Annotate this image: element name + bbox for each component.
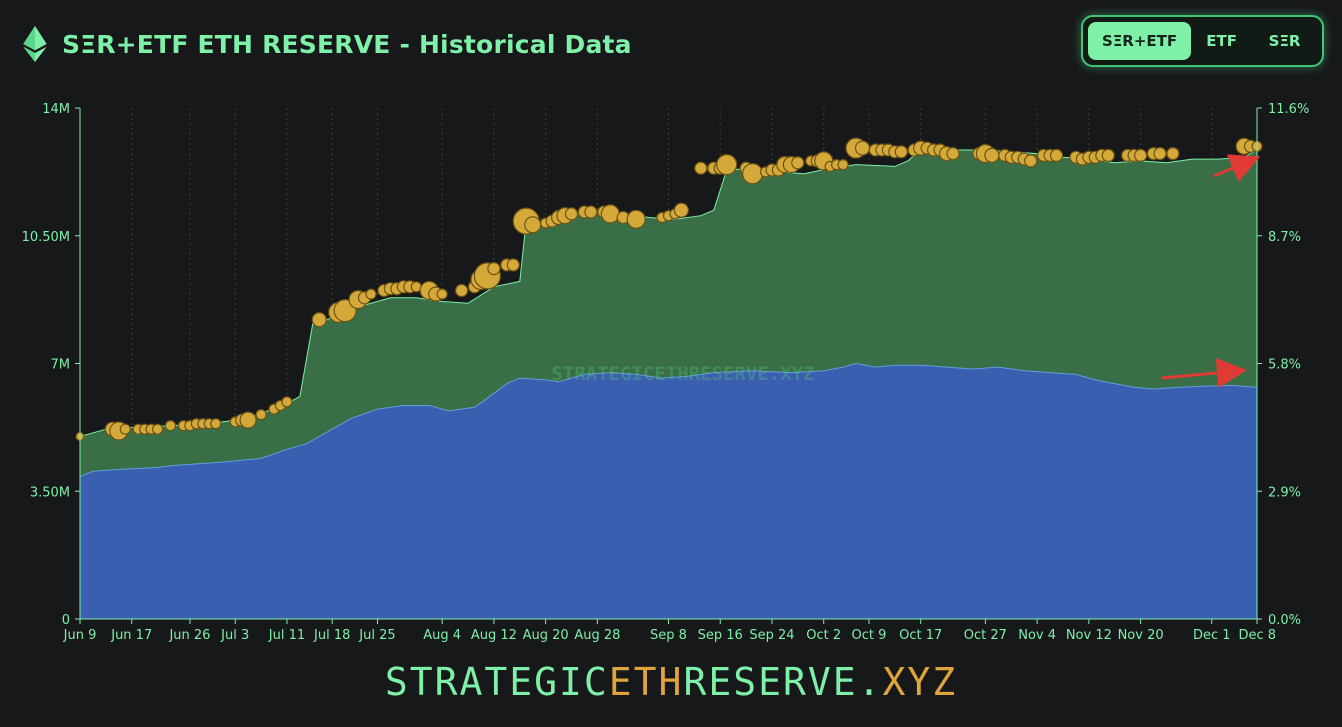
purchase-bubble[interactable]	[239, 411, 257, 429]
purchase-bubble[interactable]	[837, 159, 849, 171]
toggle-etf-button[interactable]: ETF	[1206, 32, 1238, 50]
annotation-arrow-bottom	[1161, 357, 1247, 388]
x-tick-label: Dec 1	[1193, 628, 1231, 643]
purchase-bubble[interactable]	[791, 156, 805, 170]
purchase-bubble[interactable]	[506, 258, 520, 272]
toggle-ser-etf-button[interactable]: SΞR+ETF	[1088, 22, 1192, 60]
right-y-ticks: 0.0% 2.9% 5.8% 8.7% 11.6%	[1257, 102, 1309, 628]
purchase-bubble[interactable]	[694, 161, 708, 175]
x-tick-label: Aug 12	[471, 628, 517, 643]
y-left-tick-label: 10.50M	[22, 230, 70, 245]
purchase-bubble[interactable]	[741, 163, 764, 185]
y-left-tick-label: 0	[62, 613, 70, 628]
footer-eth: ETH	[608, 660, 684, 704]
ethereum-icon	[23, 26, 47, 62]
purchase-bubble[interactable]	[210, 418, 222, 430]
x-tick-label: Jun 17	[110, 628, 152, 643]
purchase-bubble[interactable]	[626, 209, 646, 229]
x-tick-label: Oct 27	[964, 628, 1007, 643]
view-toggle: SΞR+ETF ETF SΞR	[1081, 15, 1324, 67]
purchase-bubble[interactable]	[894, 145, 908, 159]
header: SΞR+ETF ETH RESERVE - Historical Data	[22, 22, 632, 66]
purchase-bubble[interactable]	[854, 140, 871, 156]
purchase-bubble[interactable]	[1101, 148, 1115, 162]
x-tick-label: Jul 3	[220, 628, 249, 643]
left-y-ticks: 0 3.50M 7M 10.50M 14M	[22, 102, 80, 628]
purchase-bubble[interactable]	[946, 147, 960, 161]
footer-strategic: STRATEGIC	[384, 660, 609, 704]
purchase-bubble[interactable]	[564, 207, 579, 221]
purchase-bubble[interactable]	[1166, 147, 1180, 161]
x-tick-label: Oct 9	[852, 628, 887, 643]
purchase-bubble[interactable]	[716, 154, 738, 176]
purchase-bubble[interactable]	[436, 288, 448, 300]
x-tick-label: Nov 12	[1066, 628, 1112, 643]
purchase-bubble[interactable]	[1049, 148, 1064, 162]
purchase-bubble[interactable]	[365, 288, 377, 300]
x-tick-label: Aug 20	[523, 628, 569, 643]
x-tick-label: Nov 20	[1118, 628, 1164, 643]
x-tick-label: Dec 8	[1238, 628, 1276, 643]
purchase-bubble[interactable]	[584, 205, 598, 219]
x-tick-label: Jul 11	[268, 628, 305, 643]
y-right-tick-label: 8.7%	[1268, 230, 1301, 245]
y-left-tick-label: 7M	[51, 358, 71, 373]
y-right-tick-label: 0.0%	[1268, 613, 1301, 628]
x-tick-label: Jun 9	[63, 628, 97, 643]
purchase-bubble[interactable]	[311, 312, 327, 328]
purchase-bubble[interactable]	[164, 420, 177, 432]
purchase-bubble[interactable]	[1153, 147, 1167, 161]
watermark: STRATEGICETHRESERVE.XYZ	[551, 363, 814, 385]
purchase-bubble[interactable]	[600, 204, 620, 224]
x-tick-label: Nov 4	[1018, 628, 1056, 643]
x-tick-label: Aug 28	[574, 628, 620, 643]
purchase-bubble[interactable]	[984, 147, 1000, 163]
x-tick-label: Jul 18	[313, 628, 350, 643]
purchase-bubble[interactable]	[673, 202, 690, 218]
y-right-tick-label: 2.9%	[1268, 485, 1301, 500]
footer-reserve: RESERVE.	[683, 660, 883, 704]
x-tick-label: Sep 8	[650, 628, 687, 643]
purchase-bubble[interactable]	[152, 423, 164, 435]
x-tick-label: Aug 4	[423, 628, 461, 643]
x-ticks: Jun 9 Jun 17 Jun 26 Jul 3 Jul 11 Jul 18 Jul 25…	[63, 619, 1276, 643]
toggle-ser-button[interactable]: SΞR	[1268, 32, 1301, 50]
purchase-bubble[interactable]	[455, 283, 469, 298]
x-tick-label: Sep 24	[749, 628, 794, 643]
purchase-bubble[interactable]	[281, 396, 293, 408]
footer-xyz: XYZ	[882, 660, 958, 704]
purchase-bubble[interactable]	[1133, 148, 1148, 162]
y-right-tick-label: 5.8%	[1268, 358, 1301, 373]
y-left-tick-label: 14M	[42, 102, 70, 117]
purchase-bubble[interactable]	[487, 262, 501, 276]
y-right-tick-label: 11.6%	[1268, 102, 1309, 117]
footer-brand: STRATEGICETHRESERVE.XYZ	[0, 660, 1342, 704]
page-title: SΞR+ETF ETH RESERVE - Historical Data	[62, 29, 632, 59]
purchase-bubble[interactable]	[1024, 154, 1038, 168]
x-tick-label: Oct 2	[806, 628, 841, 643]
y-left-tick-label: 3.50M	[30, 485, 70, 500]
x-tick-label: Oct 17	[899, 628, 942, 643]
x-tick-label: Jul 25	[358, 628, 395, 643]
annotation-arrow-top	[1213, 154, 1261, 182]
x-tick-label: Jun 26	[168, 628, 210, 643]
bubble-markers	[75, 137, 1263, 442]
x-tick-label: Sep 16	[698, 628, 743, 643]
etf-reserve-area	[79, 362, 1258, 620]
purchase-bubble[interactable]	[524, 216, 542, 234]
purchase-bubble[interactable]	[119, 423, 131, 435]
purchase-bubble[interactable]	[255, 409, 267, 421]
